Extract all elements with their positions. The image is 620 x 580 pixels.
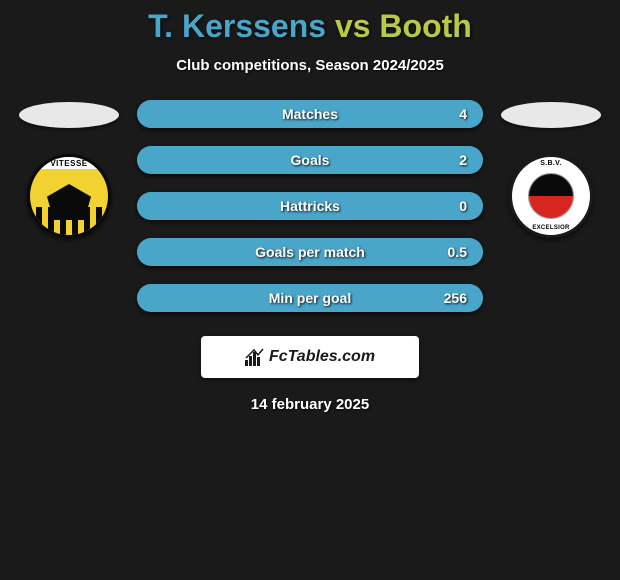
excelsior-flag-icon <box>528 173 574 219</box>
stat-row: Matches 4 <box>137 100 483 128</box>
stat-label: Goals <box>291 152 330 168</box>
stats-column: Matches 4 Goals 2 Hattricks 0 Goals per match 0… <box>137 96 483 312</box>
left-side: VITESSE <box>19 96 119 238</box>
excelsior-badge-top: S.B.V. <box>512 160 590 167</box>
stat-label: Min per goal <box>269 290 351 306</box>
flag-black <box>529 174 573 196</box>
main-row: VITESSE Matches 4 Goals 2 Hattricks 0 Goals pe… <box>0 96 620 312</box>
stat-label: Matches <box>282 106 338 122</box>
player1-name: T. Kerssens <box>148 8 326 44</box>
brand-text: FcTables.com <box>269 348 375 366</box>
player2-name: Booth <box>379 8 471 44</box>
right-club-badge: S.B.V. EXCELSIOR <box>509 154 593 238</box>
comparison-title: T. Kerssens vs Booth <box>0 8 620 45</box>
player1-photo-placeholder <box>19 102 119 128</box>
date-label: 14 february 2025 <box>0 396 620 413</box>
stat-row: Min per goal 256 <box>137 284 483 312</box>
vs-label: vs <box>335 8 371 44</box>
stat-value: 0 <box>459 198 467 214</box>
stat-value: 4 <box>459 106 467 122</box>
brand-box: FcTables.com <box>201 336 419 378</box>
infographic-container: T. Kerssens vs Booth Club competitions, … <box>0 0 620 413</box>
excelsior-badge-bottom: EXCELSIOR <box>512 225 590 231</box>
stat-value: 2 <box>459 152 467 168</box>
eagle-icon <box>47 184 91 220</box>
stat-row: Goals per match 0.5 <box>137 238 483 266</box>
left-club-badge: VITESSE <box>27 154 111 238</box>
flag-red <box>529 196 573 218</box>
stat-value: 256 <box>444 290 467 306</box>
stat-label: Hattricks <box>280 198 340 214</box>
subtitle: Club competitions, Season 2024/2025 <box>0 57 620 74</box>
stat-label: Goals per match <box>255 244 365 260</box>
vitesse-badge-text: VITESSE <box>30 157 108 169</box>
stat-row: Hattricks 0 <box>137 192 483 220</box>
stat-value: 0.5 <box>448 244 467 260</box>
vitesse-badge-body <box>30 169 108 235</box>
right-side: S.B.V. EXCELSIOR <box>501 96 601 238</box>
bar-chart-icon <box>245 348 265 366</box>
stat-row: Goals 2 <box>137 146 483 174</box>
player2-photo-placeholder <box>501 102 601 128</box>
